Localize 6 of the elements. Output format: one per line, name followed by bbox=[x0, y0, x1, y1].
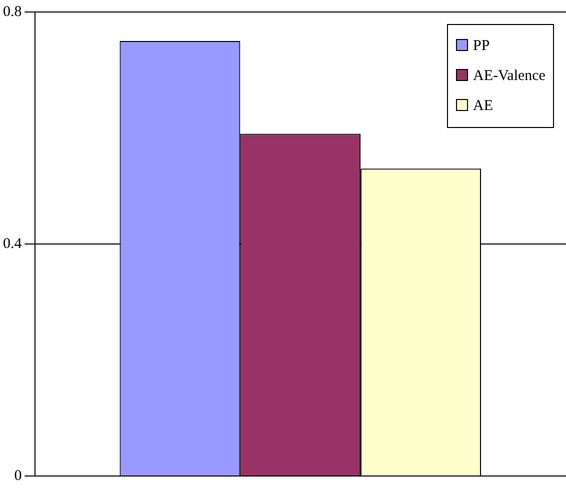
legend-label: AE-Valence bbox=[473, 68, 546, 84]
y-tick-label: 0.8 bbox=[3, 4, 22, 20]
y-tick-label: 0.4 bbox=[3, 236, 22, 252]
legend-label: AE bbox=[473, 98, 493, 114]
y-tick-label: 0 bbox=[14, 468, 22, 484]
legend-label: PP bbox=[473, 38, 490, 54]
